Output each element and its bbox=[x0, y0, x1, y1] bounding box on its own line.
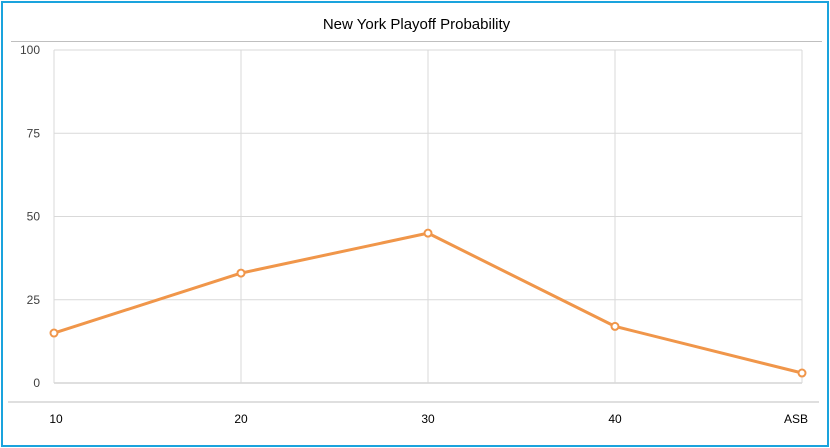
y-tick-label: 75 bbox=[27, 126, 41, 140]
series bbox=[49, 228, 807, 378]
data-point-10 bbox=[49, 328, 59, 338]
x-tick-label: 40 bbox=[608, 412, 622, 426]
x-axis: 10 20 30 40 ASB bbox=[8, 401, 819, 426]
y-tick-label: 0 bbox=[33, 376, 40, 390]
data-point-20 bbox=[236, 268, 246, 278]
data-point-30 bbox=[423, 228, 433, 238]
x-tick-label: 30 bbox=[421, 412, 435, 426]
y-axis: 0 25 50 75 100 bbox=[20, 43, 40, 390]
x-tick-label: 20 bbox=[234, 412, 248, 426]
data-point-40 bbox=[610, 321, 620, 331]
title-bar: New York Playoff Probability bbox=[11, 7, 822, 42]
chart-title: New York Playoff Probability bbox=[322, 15, 511, 33]
grid bbox=[53, 49, 803, 384]
y-tick-label: 50 bbox=[27, 210, 41, 224]
x-tick-label: ASB bbox=[784, 412, 808, 426]
data-point-ASB bbox=[797, 368, 807, 378]
x-tick-label: 10 bbox=[49, 412, 63, 426]
y-tick-label: 25 bbox=[27, 293, 41, 307]
y-tick-label: 100 bbox=[20, 43, 40, 57]
